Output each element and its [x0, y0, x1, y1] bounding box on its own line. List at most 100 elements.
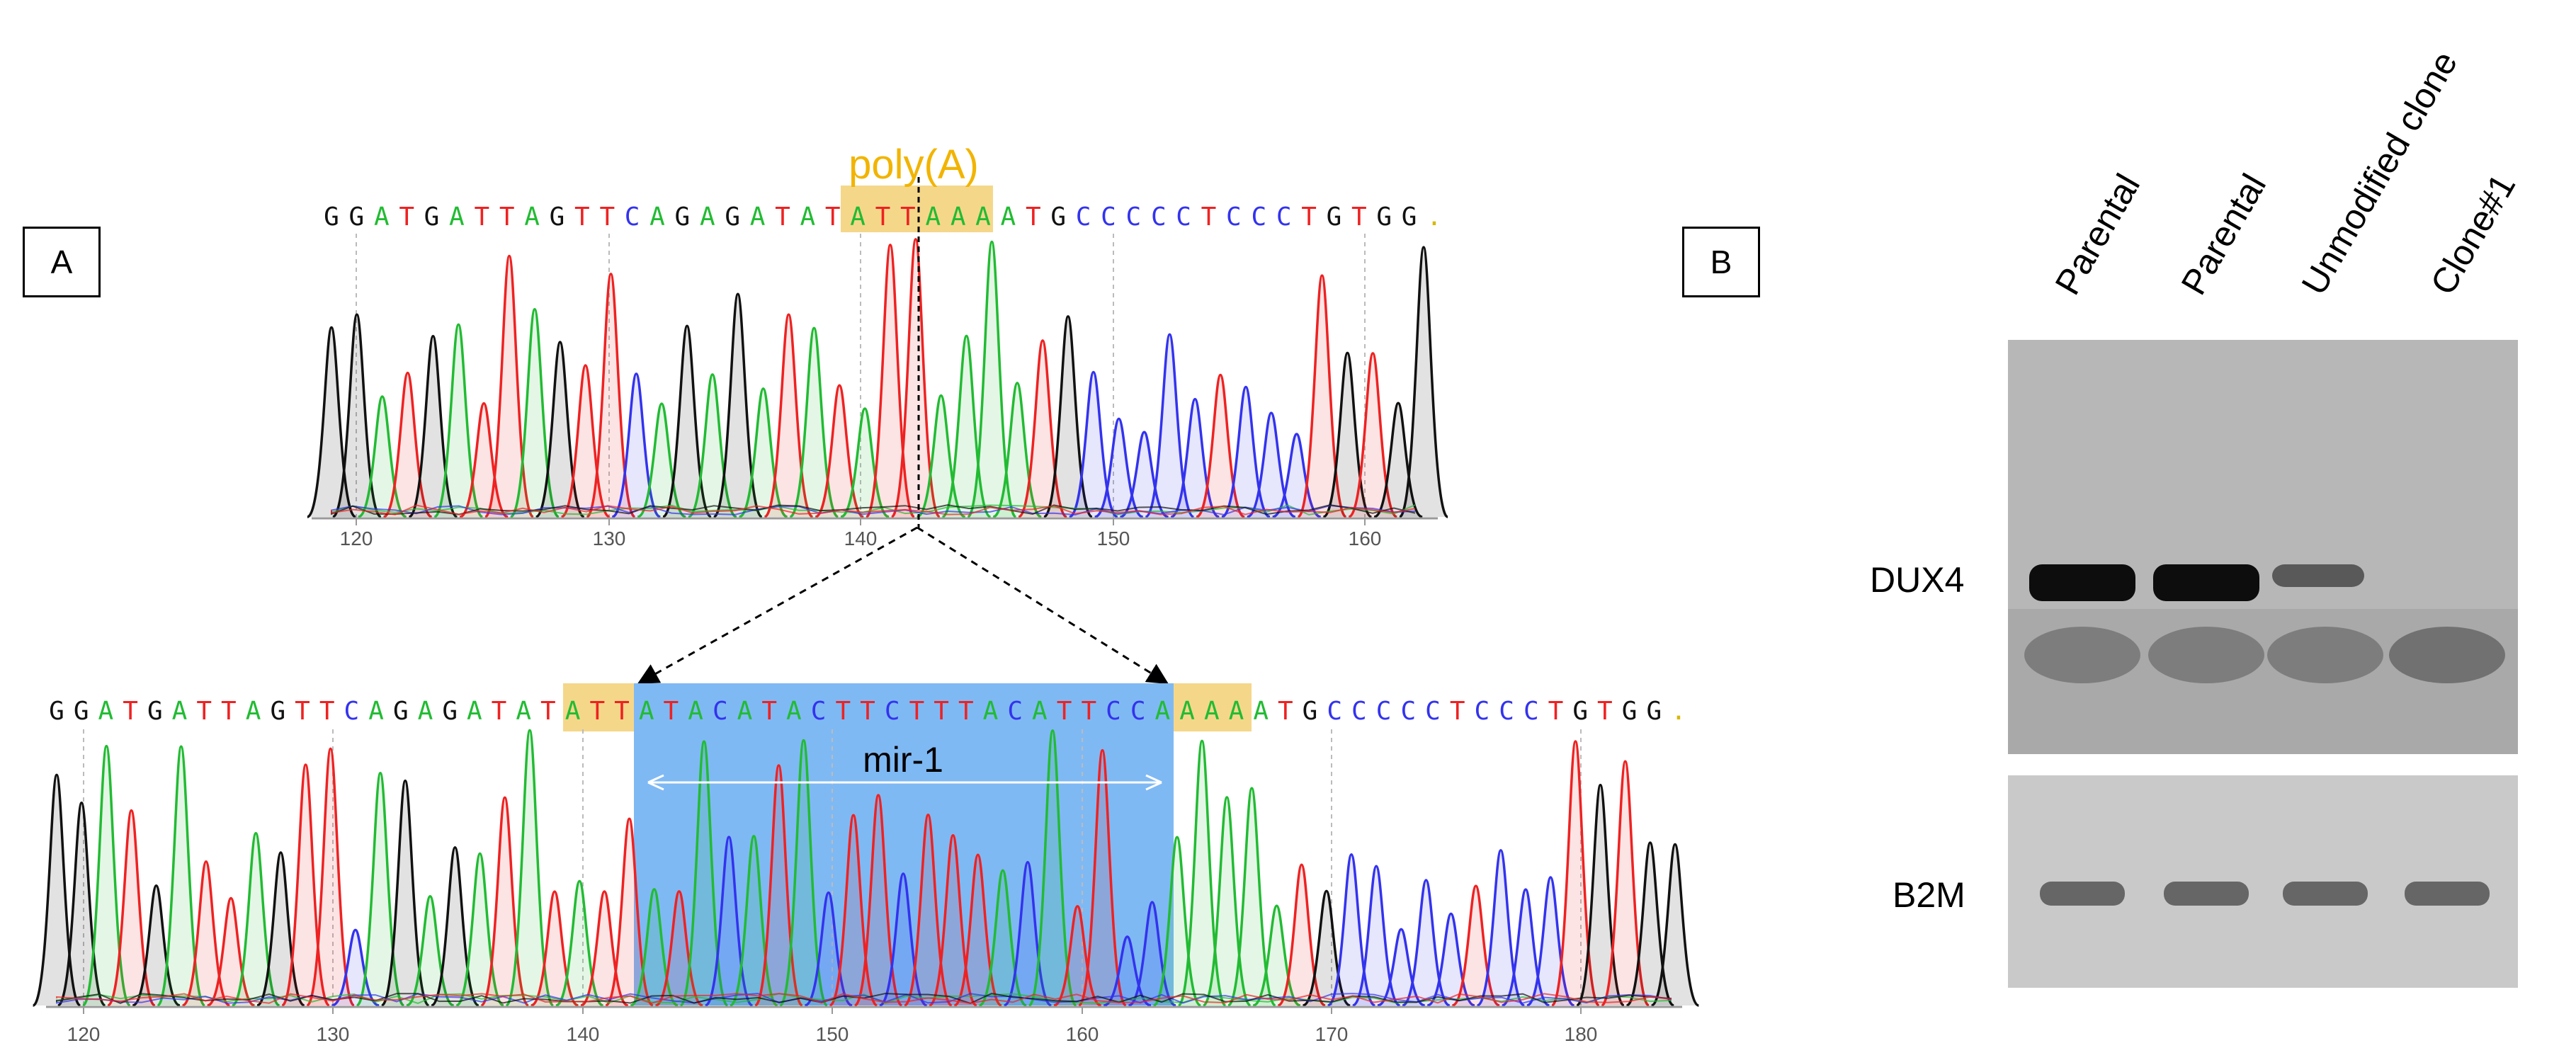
- trace-peak: [1128, 901, 1176, 1007]
- axis-tick-label: 140: [844, 528, 878, 549]
- dux4-band: [2029, 564, 2135, 601]
- axis-tick-label: 130: [593, 528, 626, 549]
- bottom-traces: [31, 729, 1700, 1007]
- sequence-base: A: [1229, 697, 1244, 726]
- sequence-base: C: [1251, 203, 1266, 232]
- sequence-base: G: [1050, 203, 1066, 232]
- sequence-base: G: [1572, 697, 1588, 726]
- axis-tick-label: 120: [67, 1023, 101, 1045]
- polyA-label: poly(A): [849, 142, 979, 188]
- sequence-base: A: [688, 697, 703, 726]
- sequence-base: T: [835, 697, 851, 726]
- sequence-base: C: [344, 697, 360, 726]
- sequence-base: A: [1204, 697, 1220, 726]
- trace-baseline: [331, 504, 1416, 515]
- sequence-base: G: [1646, 697, 1662, 726]
- sequence-base: C: [1475, 697, 1490, 726]
- sequence-base: A: [418, 697, 433, 726]
- sequence-base: T: [875, 203, 891, 232]
- sequence-base: T: [761, 697, 777, 726]
- sequence-base: G: [1376, 203, 1392, 232]
- sequence-base: G: [349, 203, 365, 232]
- axis-tick-label: 130: [317, 1023, 350, 1045]
- sequence-base: T: [196, 697, 212, 726]
- sequence-base: T: [909, 697, 925, 726]
- primer-smear: [2148, 627, 2264, 683]
- trace-peak: [1373, 401, 1423, 518]
- trace-peak: [1398, 246, 1449, 518]
- sequence-base: T: [1301, 203, 1317, 232]
- trace-peak: [840, 407, 890, 518]
- sequence-base: T: [1278, 697, 1293, 726]
- sequence-base: C: [1126, 203, 1142, 232]
- sequence-base: T: [499, 203, 515, 232]
- sequence-base: G: [270, 697, 285, 726]
- trace-peak: [679, 740, 730, 1007]
- sequence-base: C: [1106, 697, 1121, 726]
- sequence-base: G: [442, 697, 458, 726]
- trace-peak: [654, 890, 704, 1007]
- sequence-base: C: [1524, 697, 1539, 726]
- sequence-base: T: [1548, 697, 1564, 726]
- sequence-base: T: [1450, 697, 1465, 726]
- trace-peak: [331, 313, 382, 518]
- panel-b-label: B: [1710, 244, 1732, 280]
- trace-peak: [1003, 860, 1052, 1007]
- trace-peak: [459, 401, 509, 518]
- sequence-base: A: [368, 697, 384, 726]
- trace-peak: [1351, 865, 1401, 1007]
- sequence-base: T: [1026, 203, 1041, 232]
- sequence-base: T: [860, 697, 875, 726]
- sequence-base: A: [850, 203, 866, 232]
- sequence-base: A: [800, 203, 815, 232]
- sequence-base: T: [614, 697, 630, 726]
- sequence-base: C: [1499, 697, 1514, 726]
- axis-tick-label: 150: [1097, 528, 1130, 549]
- sequence-base: T: [492, 697, 507, 726]
- sequence-base: G: [675, 203, 691, 232]
- trace-peak: [1043, 315, 1093, 518]
- top-traces: [307, 238, 1449, 518]
- trace-peak: [1650, 843, 1700, 1007]
- trace-peak: [1227, 787, 1276, 1007]
- expand-arrow-right: [917, 526, 1169, 685]
- sequence-base: A: [467, 697, 482, 726]
- trace-peak: [966, 240, 1018, 518]
- mir-1-label: mir-1: [863, 740, 943, 780]
- sequence-base: T: [474, 203, 489, 232]
- trace-peak: [560, 364, 611, 518]
- mir-1-insert-highlight: [634, 683, 1174, 1005]
- sequence-base: G: [147, 697, 163, 726]
- sequence-base: C: [1351, 697, 1367, 726]
- trace-peak: [1119, 431, 1169, 518]
- sequence-base: G: [1327, 203, 1342, 232]
- sequence-base: A: [374, 203, 390, 232]
- b2m-bands: [2040, 882, 2490, 906]
- mir-1-span-left-head: [647, 774, 664, 791]
- trace-peak: [580, 890, 629, 1007]
- sequence-base: A: [951, 203, 966, 232]
- sequence-base: A: [649, 203, 665, 232]
- trace-peak: [585, 273, 637, 518]
- sequence-base: T: [589, 697, 605, 726]
- trace-peak: [853, 794, 903, 1007]
- trace-peak: [1348, 352, 1398, 518]
- sequence-base: A: [172, 697, 188, 726]
- sequence-base: A: [246, 697, 261, 726]
- trace-peak: [156, 745, 206, 1007]
- trace-peak: [778, 739, 829, 1007]
- trace-peak: [713, 292, 763, 518]
- band-label-b2m: B2M: [1893, 875, 1965, 915]
- sequence-base: C: [1176, 203, 1191, 232]
- panel-b-label-box: B: [1682, 227, 1760, 297]
- sequence-base: T: [295, 697, 310, 726]
- sequence-base: .: [1671, 697, 1686, 726]
- b2m-band: [2405, 882, 2490, 906]
- trace-peak: [1077, 748, 1128, 1007]
- top-axis-ticks: 120 130 140 150 160: [340, 518, 1381, 549]
- sequence-base: A: [98, 697, 114, 726]
- trace-peak: [605, 817, 654, 1007]
- sequence-base: A: [737, 697, 753, 726]
- sequence-base: C: [1226, 203, 1242, 232]
